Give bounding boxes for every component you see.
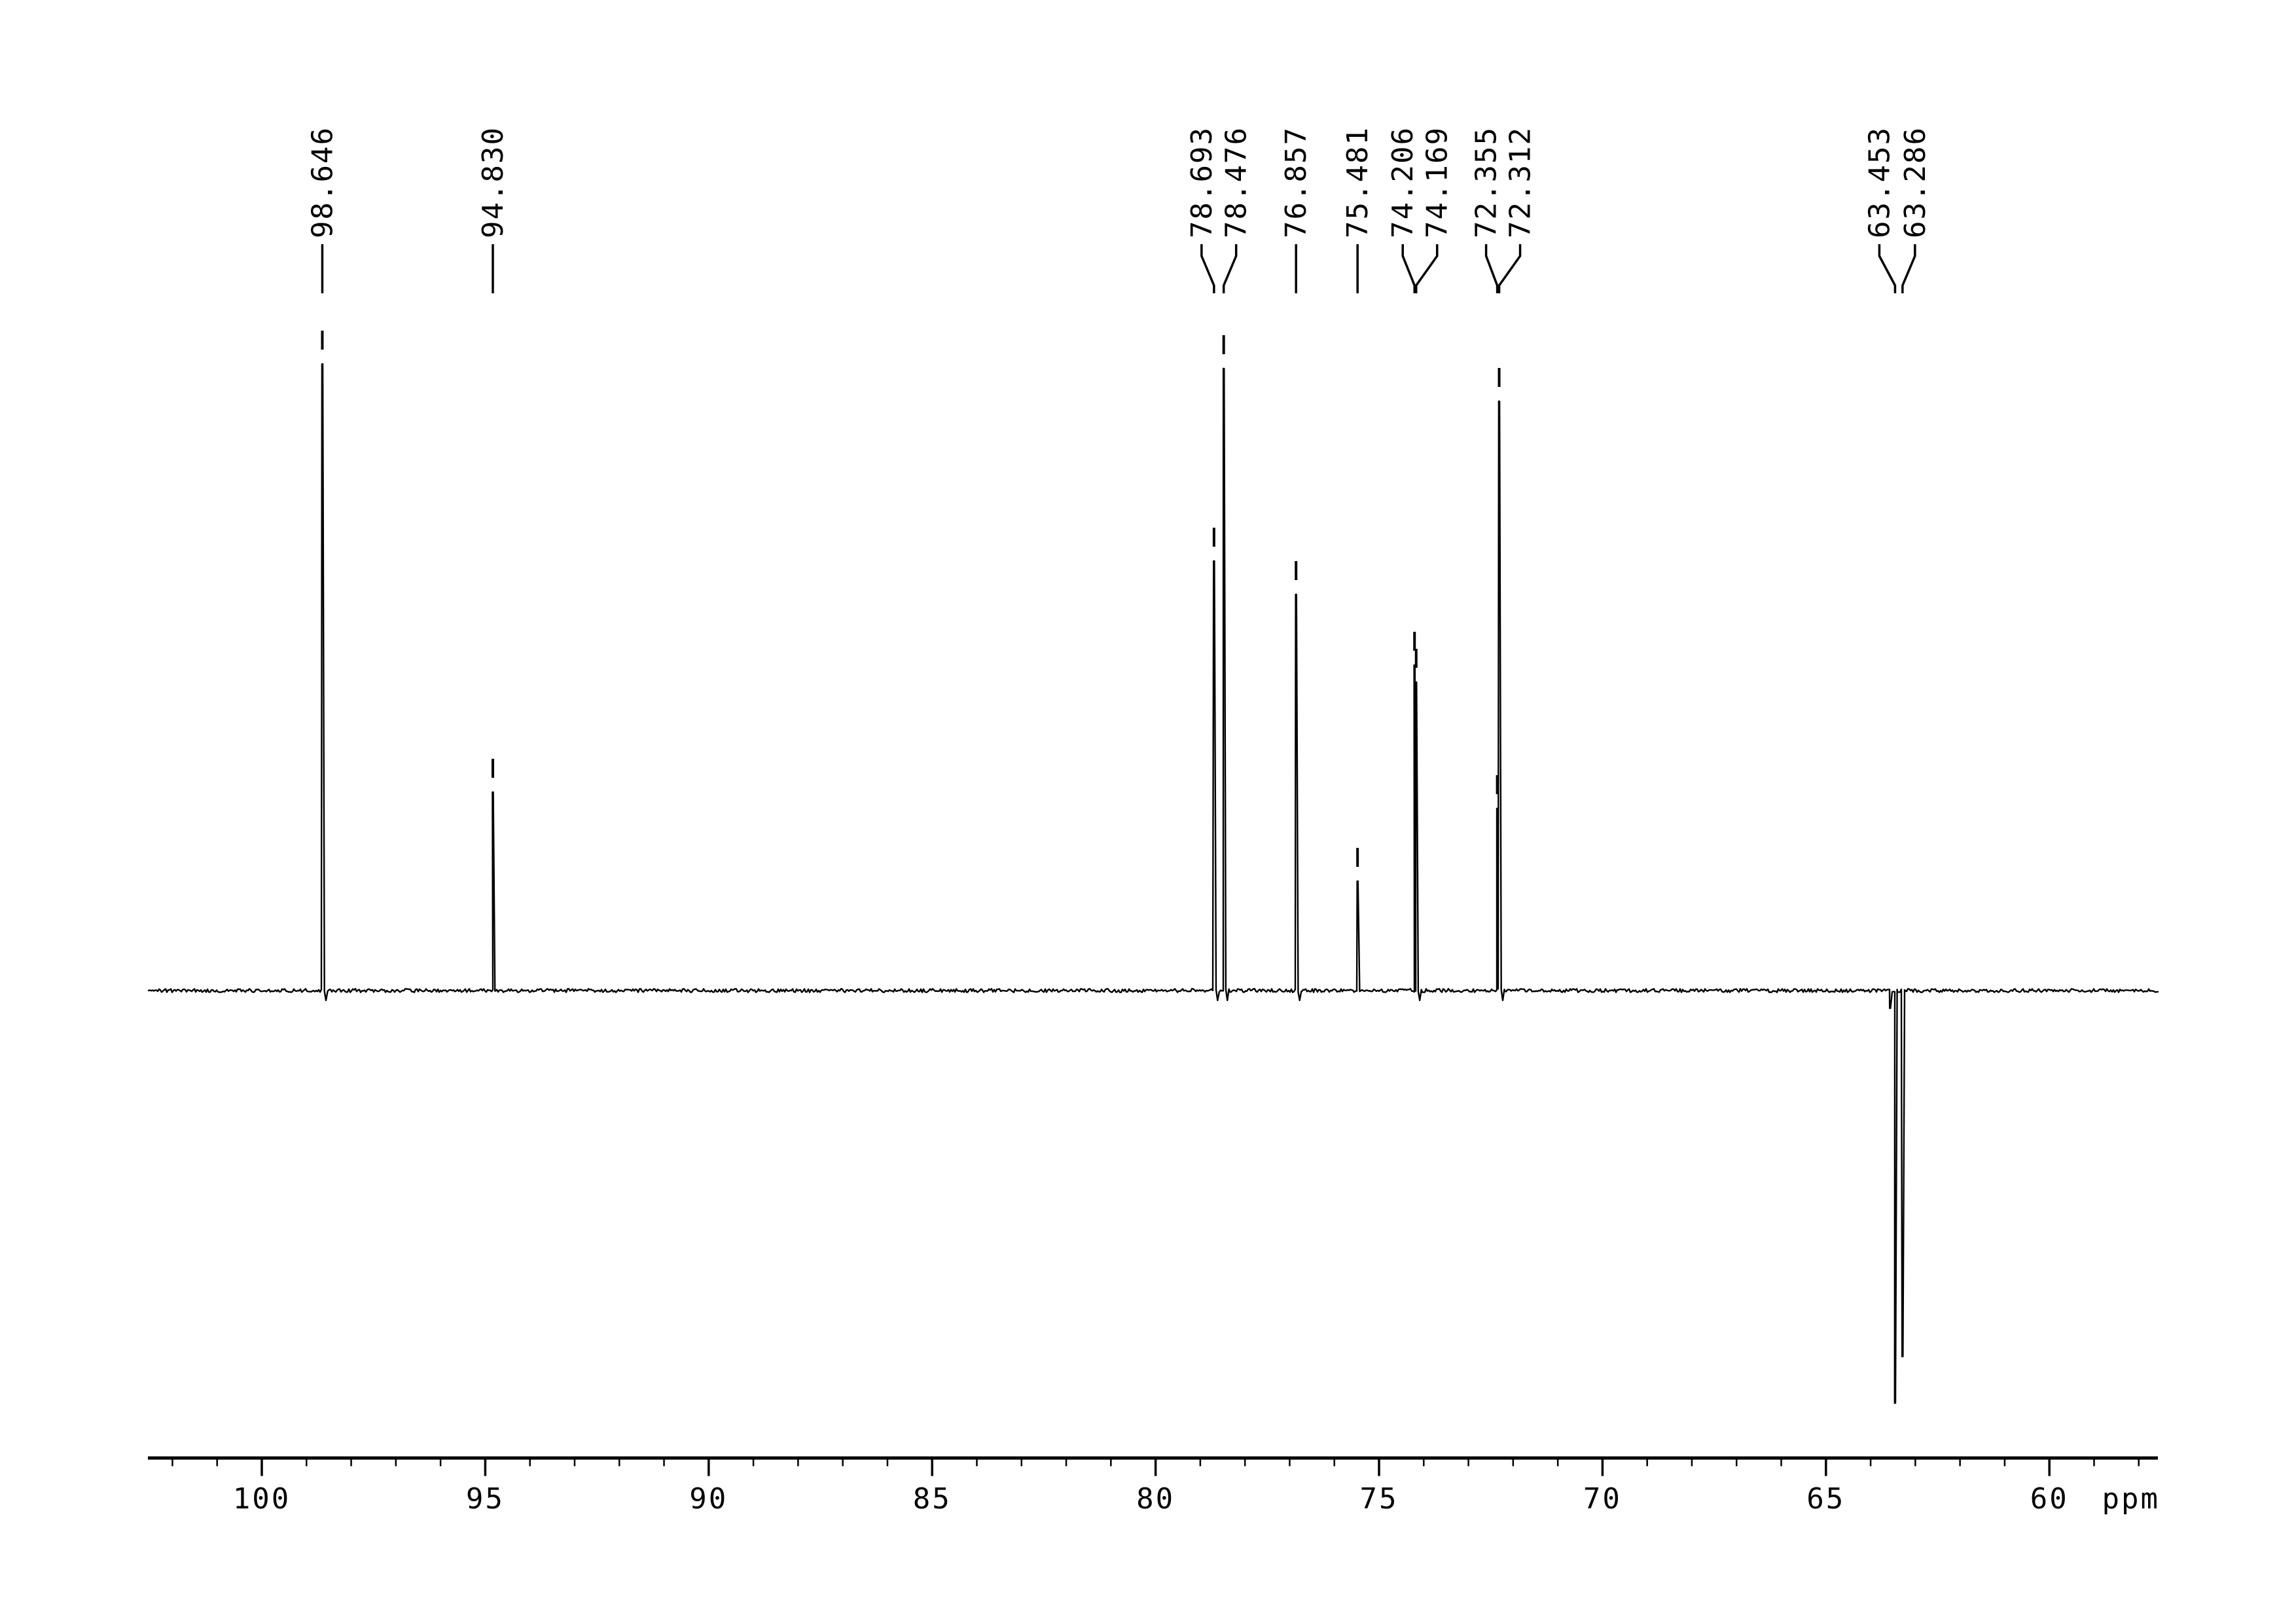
x-axis-tick-label: 95 <box>466 1482 505 1516</box>
spectrum-trace <box>147 363 2159 1404</box>
peak-pointer-line <box>1878 244 1897 293</box>
peak-label-group: 98.646 94.830 78.693 78.476 76.857 75.481 74.2… <box>306 126 1931 238</box>
peak-pointer-line <box>1484 244 1499 293</box>
peak-label: 72.355 <box>1470 126 1503 238</box>
peak-pointer-line <box>1222 244 1238 293</box>
peak-label: 94.830 <box>476 126 510 238</box>
peak-pointer-line <box>1414 244 1439 293</box>
peak-pointer-line-group <box>321 244 1916 293</box>
peak-pointer-line <box>1901 244 1916 293</box>
x-axis-group: 100 95 90 85 80 75 70 65 60 ppm <box>148 1456 2160 1516</box>
x-axis-tick-label: 65 <box>1806 1482 1845 1516</box>
peak-label: 72.312 <box>1504 126 1537 238</box>
peak-label: 74.169 <box>1421 126 1454 238</box>
x-axis-tick-label: 80 <box>1136 1482 1175 1516</box>
peak-pick-mark-group <box>321 331 1501 867</box>
x-axis-tick-label: 90 <box>689 1482 728 1516</box>
x-axis-tick-label: 70 <box>1583 1482 1622 1516</box>
peak-pointer-line <box>1401 244 1416 293</box>
peak-label: 98.646 <box>306 126 339 238</box>
peak-label: 63.453 <box>1863 126 1896 238</box>
x-axis-unit-label: ppm <box>2102 1482 2160 1516</box>
x-axis-tick-label: 100 <box>233 1482 291 1516</box>
peak-pointer-line <box>1200 244 1215 293</box>
x-axis-tick-label: 75 <box>1360 1482 1399 1516</box>
peak-label: 74.206 <box>1386 126 1420 238</box>
peak-label: 76.857 <box>1280 126 1313 238</box>
x-axis-tick-label: 85 <box>913 1482 952 1516</box>
peak-label: 63.286 <box>1899 126 1932 238</box>
peak-label: 75.481 <box>1341 126 1374 238</box>
peak-pointer-line <box>1498 244 1522 293</box>
x-axis-tick-label: 60 <box>2030 1482 2069 1516</box>
spectrum-trace-group <box>147 363 2159 1404</box>
peak-label: 78.693 <box>1185 126 1219 238</box>
peak-label: 78.476 <box>1220 126 1253 238</box>
